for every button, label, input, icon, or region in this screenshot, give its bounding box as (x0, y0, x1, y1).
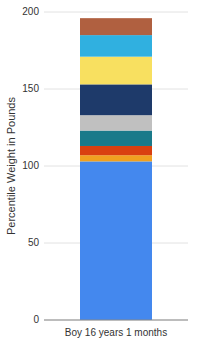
chart: 0 50 100 150 200 Boy 16 years 1 months Percent… (0, 0, 200, 350)
x-axis-line (44, 320, 188, 321)
bar-segment (80, 18, 152, 35)
bar-segment (80, 57, 152, 85)
bar-segment (80, 131, 152, 146)
bars (80, 18, 152, 320)
bar-segment (80, 146, 152, 155)
y-tick-label: 50 (28, 237, 40, 248)
y-tick-label: 200 (22, 6, 39, 17)
y-tick-label: 150 (22, 83, 39, 94)
bar-segment (80, 155, 152, 161)
bar-segment (80, 84, 152, 115)
bar-segment (80, 35, 152, 57)
x-tick-label: Boy 16 years 1 months (65, 327, 167, 338)
grid-line (44, 320, 188, 321)
grid-line (44, 12, 188, 13)
grid (44, 12, 188, 320)
y-axis-label: Percentile Weight in Pounds (5, 97, 17, 235)
y-ticks: 0 50 100 150 200 (22, 6, 39, 325)
y-tick-label: 100 (22, 160, 39, 171)
bar-segment (80, 161, 152, 320)
bar-segment (80, 115, 152, 130)
y-tick-label: 0 (33, 314, 39, 325)
